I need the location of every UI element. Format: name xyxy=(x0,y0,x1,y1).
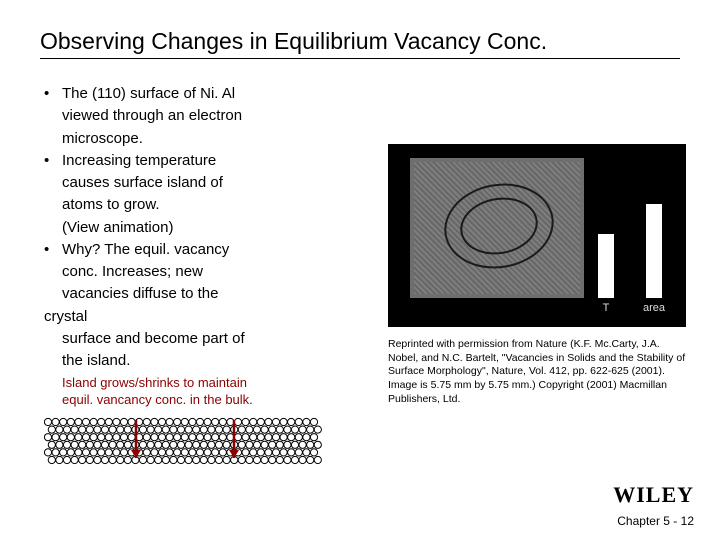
bullet-row: viewed through an electron xyxy=(44,106,354,126)
bullet-text: surface and become part of xyxy=(62,329,354,349)
chapter-prefix: Chapter 5 - xyxy=(617,514,680,528)
bullet-dot: • xyxy=(44,240,62,260)
chapter-footer: Chapter 5 - 12 xyxy=(617,514,694,528)
bullet-row: conc. Increases; new xyxy=(44,262,354,282)
bullet-text: the island. xyxy=(62,351,354,371)
bullet-dot xyxy=(44,173,62,193)
island-caption: Island grows/shrinks to maintain equil. … xyxy=(62,375,342,409)
bullet-dot xyxy=(44,329,62,349)
bullet-row: •Increasing temperature xyxy=(44,151,354,171)
bar-label-area: area xyxy=(638,302,670,314)
page-title: Observing Changes in Equilibrium Vacancy… xyxy=(40,28,700,55)
lattice-diagram xyxy=(44,416,324,466)
bullet-dot xyxy=(44,106,62,126)
bullet-dot xyxy=(44,195,62,215)
bullet-row: surface and become part of xyxy=(44,329,354,349)
bullet-row: atoms to grow. xyxy=(44,195,354,215)
bullet-text: (View animation) xyxy=(62,218,354,238)
figure-citation: Reprinted with permission from Nature (K… xyxy=(388,338,688,406)
publisher-logo: WILEY xyxy=(613,482,694,508)
title-underline xyxy=(40,58,680,59)
bullet-text: conc. Increases; new xyxy=(62,262,354,282)
bullet-dot xyxy=(44,284,62,304)
bullet-dot xyxy=(44,218,62,238)
bullet-text: viewed through an electron xyxy=(62,106,354,126)
chapter-page: 12 xyxy=(681,514,694,528)
bullet-text: Why? The equil. vacancy xyxy=(62,240,354,260)
bar-area xyxy=(646,204,662,298)
bullet-row: causes surface island of xyxy=(44,173,354,193)
bullet-text: microscope. xyxy=(62,129,354,149)
island-caption-line2: equil. vancancy conc. in the bulk. xyxy=(62,392,253,407)
bullet-row: the island. xyxy=(44,351,354,371)
bullet-dot: • xyxy=(44,151,62,171)
micrograph-image xyxy=(410,158,584,298)
bullet-text: causes surface island of xyxy=(62,173,354,193)
bullet-row: microscope. xyxy=(44,129,354,149)
island-caption-line1: Island grows/shrinks to maintain xyxy=(62,375,247,390)
bar-label-t: T xyxy=(594,302,618,314)
bullet-dot xyxy=(44,129,62,149)
bullet-row: •Why? The equil. vacancy xyxy=(44,240,354,260)
bullet-row: vacancies diffuse to the xyxy=(44,284,354,304)
bullet-dot xyxy=(44,351,62,371)
bullet-text: The (110) surface of Ni. Al xyxy=(62,84,354,104)
figure-panel: T area xyxy=(388,144,686,327)
bullet-text: Increasing temperature xyxy=(62,151,354,171)
bullet-dot xyxy=(44,262,62,282)
bullet-dot: • xyxy=(44,84,62,104)
bullet-text: atoms to grow. xyxy=(62,195,354,215)
bullet-text: crystal xyxy=(44,307,354,327)
bullet-list: •The (110) surface of Ni. Alviewed throu… xyxy=(44,84,354,373)
bullet-row: crystal xyxy=(44,307,354,327)
bullet-row: •The (110) surface of Ni. Al xyxy=(44,84,354,104)
bar-temperature xyxy=(598,234,614,298)
bullet-row: (View animation) xyxy=(44,218,354,238)
bullet-text: vacancies diffuse to the xyxy=(62,284,354,304)
